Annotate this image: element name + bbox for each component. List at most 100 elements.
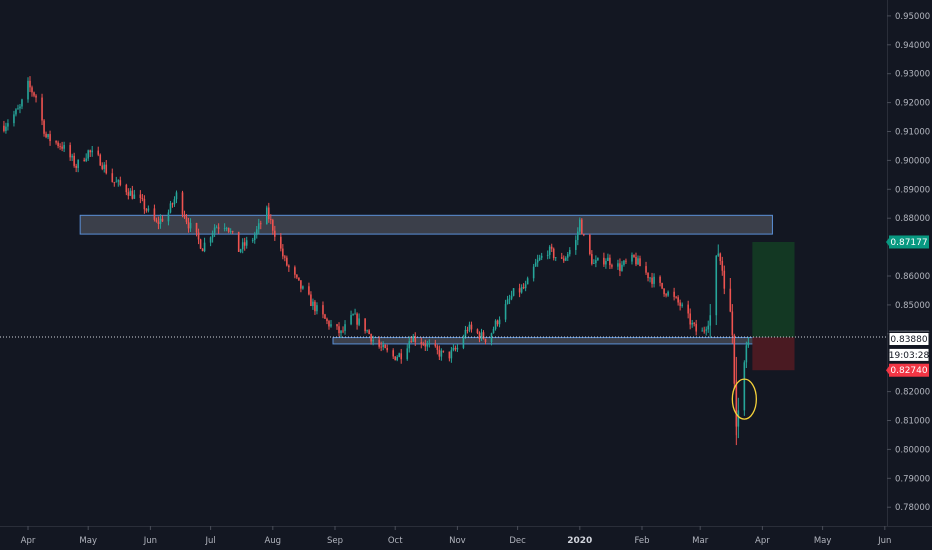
candle-body [141, 197, 144, 200]
candle-body [647, 272, 649, 279]
candle-body [89, 150, 92, 153]
candle-body [723, 270, 726, 289]
candle-body [566, 254, 569, 258]
candle-body [338, 326, 340, 334]
candle-body [408, 341, 411, 349]
candle-body [649, 277, 651, 279]
candle-body [540, 255, 543, 258]
candle-body [562, 258, 565, 261]
candle-body [394, 356, 397, 361]
candle-body [358, 318, 360, 325]
candle-body [155, 219, 158, 222]
candle-body [440, 350, 443, 357]
candle-body [133, 194, 136, 199]
candle-body [302, 286, 304, 289]
candle-body [129, 190, 132, 196]
candle-body [344, 324, 346, 331]
candle-body [272, 220, 274, 231]
x-tick-label: Jun [143, 536, 157, 546]
candle-body [73, 155, 75, 166]
candle-body [286, 257, 288, 266]
candle-body [532, 266, 535, 279]
candle-body [245, 240, 248, 246]
candle-body [280, 236, 282, 249]
candle-body [478, 333, 481, 339]
candle-body [336, 324, 338, 327]
candle-body [581, 219, 583, 235]
candle-body [175, 192, 178, 200]
candle-body [131, 190, 134, 199]
candle-body [253, 234, 256, 241]
candle-body [171, 203, 174, 205]
price-tag-box [889, 363, 929, 377]
candle-body [484, 338, 487, 343]
candle-body [197, 232, 200, 240]
candle-body [251, 240, 254, 241]
candle-body [85, 158, 87, 161]
y-tick-label: 0.93000 [895, 70, 930, 80]
candle-body [424, 344, 427, 347]
candle-body [450, 350, 453, 359]
candle-body [434, 343, 437, 347]
candle-body [257, 223, 260, 230]
x-tick-label: Apr [755, 536, 770, 546]
candle-body [743, 362, 746, 411]
candle-body [659, 276, 661, 283]
candle-body [19, 106, 21, 109]
y-tick-label: 0.86000 [895, 272, 930, 282]
candle-body [701, 330, 704, 332]
highlight-ellipse [731, 378, 757, 420]
candle-body [310, 294, 312, 307]
candle-body [412, 336, 415, 342]
candle-body [308, 286, 310, 295]
candle-body [522, 287, 525, 289]
y-tick-label: 0.91000 [895, 128, 930, 138]
candle-layer [3, 76, 750, 446]
candle-body [633, 254, 635, 257]
candle-body [442, 350, 445, 352]
candle-body [241, 242, 244, 250]
price-axis[interactable]: 0.95000 0.94000 0.93000 0.92000 0.91000 0.900… [887, 12, 930, 513]
candle-body [605, 260, 607, 265]
candle-body [705, 329, 708, 331]
candle-body [382, 344, 384, 348]
candle-body [3, 125, 5, 131]
candle-body [91, 150, 94, 153]
candle-body [518, 288, 521, 293]
time-axis[interactable]: Apr May Jun Jul Aug Sep Oct Nov Dec 2020 Feb Mar Apr… [21, 526, 892, 546]
candle-body [510, 295, 513, 299]
price-tag-box [888, 332, 930, 347]
candle-body [625, 260, 627, 262]
candle-body [61, 146, 63, 149]
y-tick-label: 0.79000 [895, 474, 930, 484]
candle-body [125, 184, 128, 193]
candle-body [21, 99, 23, 107]
candle-body [366, 330, 368, 332]
zone-layer [79, 214, 795, 371]
price-tag-pointer [886, 237, 889, 246]
candle-body [482, 332, 485, 339]
candle-body [695, 323, 697, 332]
candle-body [508, 298, 511, 300]
candle-body [27, 80, 29, 100]
candle-body [69, 145, 71, 158]
price-tag-box [888, 347, 930, 362]
candle-body [603, 257, 605, 265]
resistance-zone [79, 214, 773, 235]
candle-body [322, 305, 324, 315]
candle-body [312, 301, 314, 307]
candle-body [284, 256, 286, 258]
overlay-layer [0, 336, 887, 420]
y-tick-label: 0.80000 [895, 445, 930, 455]
candle-body [229, 231, 232, 232]
x-tick-label: 2020 [567, 536, 592, 546]
candle-body [589, 234, 591, 255]
candle-body [747, 342, 750, 346]
candle-body [296, 274, 298, 278]
candle-body [139, 194, 142, 198]
x-tick-label: Oct [388, 536, 403, 546]
price-tag-label: 0.82740 [890, 366, 927, 376]
candle-body [480, 332, 483, 339]
candle-body [639, 258, 641, 267]
